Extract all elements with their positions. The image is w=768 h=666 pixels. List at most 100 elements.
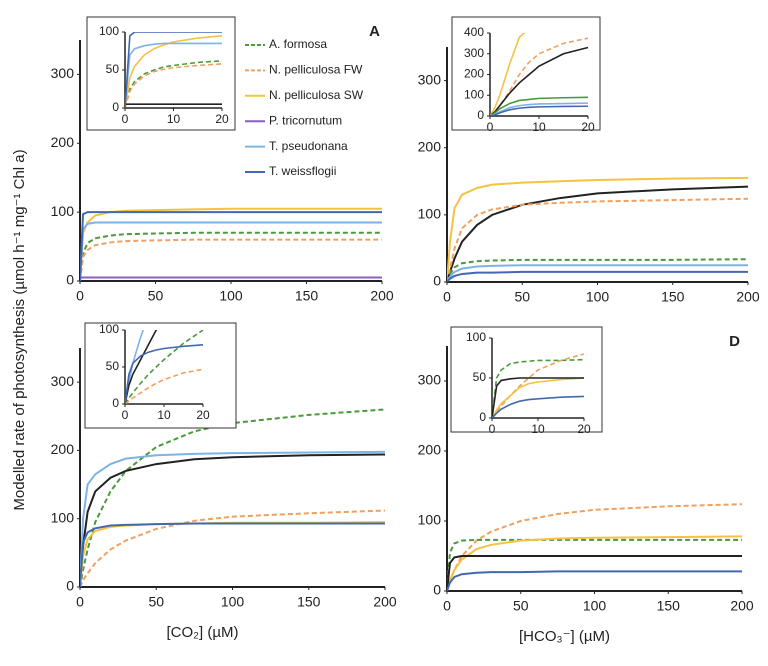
series-line	[447, 570, 742, 591]
series-line	[490, 105, 589, 116]
x-tick-label: 150	[295, 288, 319, 304]
series-line	[80, 211, 382, 281]
x-tick-label: 50	[514, 289, 530, 305]
y-tick-label: 300	[464, 46, 484, 60]
y-tick-label: 0	[112, 396, 119, 410]
x-tick-label: 10	[167, 112, 181, 126]
inset-frame	[450, 326, 603, 433]
x-tick-label: 50	[148, 594, 164, 610]
x-tick-label: 100	[586, 289, 610, 305]
y-tick-label: 200	[464, 67, 484, 81]
series-line	[125, 60, 223, 108]
x-tick-label: 0	[76, 594, 84, 610]
x-tick-label: 50	[148, 288, 164, 304]
x-tick-label: 0	[443, 598, 451, 614]
legend-label: P. tricornutum	[269, 113, 342, 127]
y-tick-label: 100	[464, 87, 484, 101]
inset-chart: 0 50 100 0 10 20	[86, 16, 236, 131]
series-line	[125, 330, 158, 404]
x-tick-label: 50	[513, 598, 529, 614]
series-line	[80, 453, 386, 587]
series-line	[125, 63, 223, 108]
y-tick-label: 0	[477, 108, 484, 122]
inset-frame	[86, 16, 236, 131]
x-tick-label: 20	[581, 120, 595, 134]
y-tick-label: 200	[51, 441, 75, 457]
y-tick-label: 100	[51, 203, 75, 219]
x-tick-label: 200	[736, 289, 760, 305]
x-tick-label: 20	[196, 408, 210, 422]
y-tick-label: 0	[433, 582, 441, 598]
x-tick-label: 0	[122, 408, 129, 422]
y-tick-label: 0	[66, 272, 74, 288]
y-tick-label: 200	[418, 442, 442, 458]
series-line	[80, 509, 386, 587]
series-line	[447, 538, 742, 591]
series-line	[125, 368, 204, 404]
legend-label: N. pelliculosa FW	[269, 63, 363, 77]
series-line	[125, 42, 222, 108]
inset-frame	[84, 322, 237, 429]
y-tick-label: 0	[112, 100, 119, 114]
x-tick-label: 0	[76, 288, 84, 304]
x-tick-label: 200	[373, 594, 397, 610]
y-tick-label: 100	[418, 512, 442, 528]
y-tick-label: 300	[51, 373, 75, 389]
series-line	[447, 503, 743, 591]
series-line	[447, 176, 749, 282]
x-tick-label: 10	[531, 422, 545, 436]
series-line	[447, 555, 742, 591]
legend-label: T. weissflogii	[269, 164, 336, 178]
series-line	[492, 395, 585, 418]
series-line	[492, 358, 585, 418]
x-tick-label: 200	[370, 288, 394, 304]
inset-chart: 0 50 100 0 10 20	[450, 326, 603, 436]
series-line	[490, 96, 589, 116]
y-tick-label: 400	[464, 25, 484, 39]
series-line	[490, 33, 526, 116]
x-tick-label: 10	[157, 408, 171, 422]
series-line	[125, 330, 145, 404]
x-tick-label: 150	[297, 594, 321, 610]
y-tick-label: 0	[479, 410, 486, 424]
series-line	[125, 330, 204, 404]
series-line	[80, 231, 382, 281]
series-line	[125, 344, 204, 404]
series-line	[492, 377, 585, 418]
inset-chart: 0 50 100 0 10 20	[84, 322, 237, 429]
y-tick-label: 100	[418, 206, 442, 222]
series-line	[125, 35, 223, 108]
y-tick-label: 50	[106, 62, 120, 76]
inset-frame	[451, 16, 601, 131]
panel-label: A	[369, 23, 380, 40]
y-tick-label: 50	[473, 370, 487, 384]
legend-label: A. formosa	[269, 37, 327, 51]
legend-label: N. pelliculosa SW	[269, 88, 364, 102]
series-line	[80, 207, 382, 281]
x-tick-label: 100	[583, 598, 607, 614]
x-tick-label: 20	[215, 112, 229, 126]
y-tick-label: 100	[466, 330, 486, 344]
y-axis-label: Modelled rate of photosynthesis (µmol h⁻…	[11, 149, 28, 510]
series-line	[447, 264, 748, 282]
series-line	[125, 32, 222, 108]
y-tick-label: 200	[418, 138, 442, 154]
y-tick-label: 300	[418, 71, 442, 87]
x-tick-label: 10	[532, 120, 546, 134]
x-tick-label: 0	[487, 120, 494, 134]
y-tick-label: 0	[66, 578, 74, 594]
series-line	[447, 197, 749, 282]
y-tick-label: 200	[51, 134, 75, 150]
series-line	[80, 450, 386, 587]
series-line	[447, 535, 743, 591]
y-tick-label: 100	[51, 509, 75, 525]
x-tick-label: 0	[443, 289, 451, 305]
x-tick-label: 150	[657, 598, 681, 614]
y-tick-label: 300	[51, 65, 75, 81]
x-tick-label: 200	[730, 598, 754, 614]
series-line	[492, 353, 585, 418]
